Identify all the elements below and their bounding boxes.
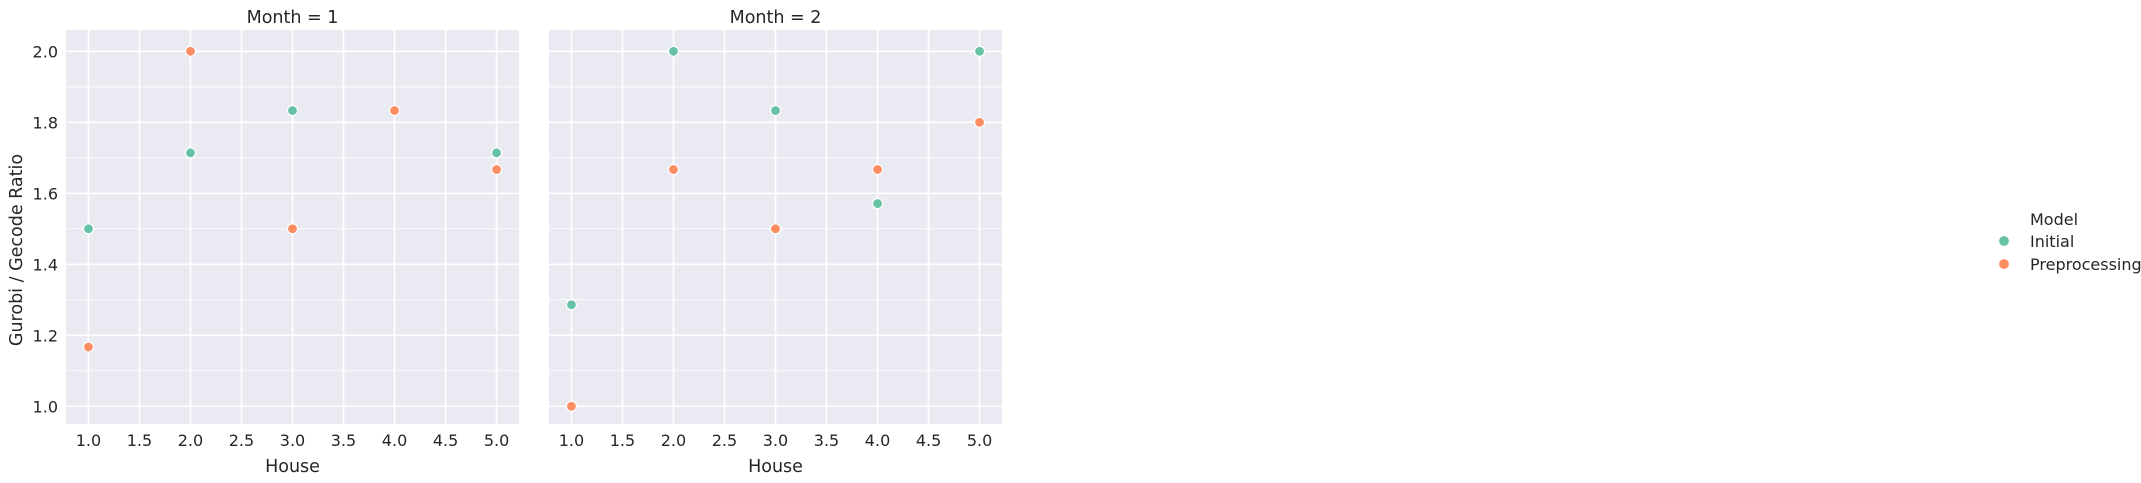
legend-title: Model xyxy=(2030,210,2078,229)
data-point-preprocessing xyxy=(973,116,986,128)
data-point-initial xyxy=(667,45,680,57)
x-tick-label: 4.5 xyxy=(916,431,941,450)
x-tick-label: 3.5 xyxy=(331,431,356,450)
data-point-preprocessing xyxy=(565,400,578,412)
y-tick-label: 1.6 xyxy=(33,184,58,203)
x-tick-label: 2.5 xyxy=(229,431,254,450)
y-tick-label: 1.0 xyxy=(33,397,58,416)
panel-title: Month = 2 xyxy=(730,8,822,28)
x-axis-label: House xyxy=(265,457,320,477)
x-tick-label: 5.0 xyxy=(967,431,992,450)
data-point-initial xyxy=(565,299,578,311)
y-tick-label: 1.4 xyxy=(33,255,58,274)
data-point-preprocessing xyxy=(184,45,197,57)
data-point-initial xyxy=(769,104,782,117)
x-tick-label: 2.5 xyxy=(712,431,737,450)
data-point-preprocessing xyxy=(388,104,401,117)
legend-label-initial: Initial xyxy=(2030,232,2074,251)
data-point-initial xyxy=(871,197,884,210)
x-tick-label: 1.0 xyxy=(76,431,101,450)
x-tick-label: 4.5 xyxy=(433,431,458,450)
data-point-preprocessing xyxy=(769,223,782,235)
legend-marker-preprocessing xyxy=(1997,257,2011,271)
panel-title: Month = 1 xyxy=(247,8,339,28)
x-tick-label: 2.0 xyxy=(178,431,203,450)
panel-month-1: 1.0 1.5 2.0 2.5 3.0 3.5 4.0 4.5 5.0 1.0 1.2 1.4 1.6 1… xyxy=(33,8,519,477)
legend-label-preprocessing: Preprocessing xyxy=(2030,255,2141,274)
x-tick-label: 3.5 xyxy=(814,431,839,450)
y-tick-label: 1.8 xyxy=(33,113,58,132)
y-tick-label: 1.2 xyxy=(33,326,58,345)
data-point-preprocessing xyxy=(286,223,299,235)
x-tick-label: 3.0 xyxy=(280,431,305,450)
data-point-initial xyxy=(973,45,986,57)
legend: Model Initial Preprocessing xyxy=(1997,210,2141,274)
x-axis-label: House xyxy=(748,457,803,477)
x-tick-label: 3.0 xyxy=(763,431,788,450)
x-tick-label: 2.0 xyxy=(661,431,686,450)
x-tick-label: 1.0 xyxy=(559,431,584,450)
data-point-initial xyxy=(286,104,299,117)
x-tick-label: 5.0 xyxy=(484,431,509,450)
data-point-preprocessing xyxy=(82,341,95,353)
x-tick-label: 4.0 xyxy=(382,431,407,450)
data-point-initial xyxy=(184,147,197,159)
y-tick-label: 2.0 xyxy=(33,42,58,61)
legend-marker-initial xyxy=(1997,234,2011,248)
data-point-initial xyxy=(490,147,503,159)
chart-panels: 1.0 1.5 2.0 2.5 3.0 3.5 4.0 4.5 5.0 1.0 1.2 1.4 1.6 1… xyxy=(33,8,1002,477)
y-axis-label: Gurobi / Gecode Ratio xyxy=(7,154,27,346)
data-point-preprocessing xyxy=(871,163,884,176)
x-tick-label: 1.5 xyxy=(610,431,635,450)
x-tick-label: 4.0 xyxy=(865,431,890,450)
data-point-initial xyxy=(82,223,95,235)
data-point-preprocessing xyxy=(490,163,503,176)
panel-month-2: 1.0 1.5 2.0 2.5 3.0 3.5 4.0 4.5 5.0 Month = 2 Hous… xyxy=(549,8,1002,477)
x-tick-label: 1.5 xyxy=(127,431,152,450)
data-point-preprocessing xyxy=(667,163,680,176)
